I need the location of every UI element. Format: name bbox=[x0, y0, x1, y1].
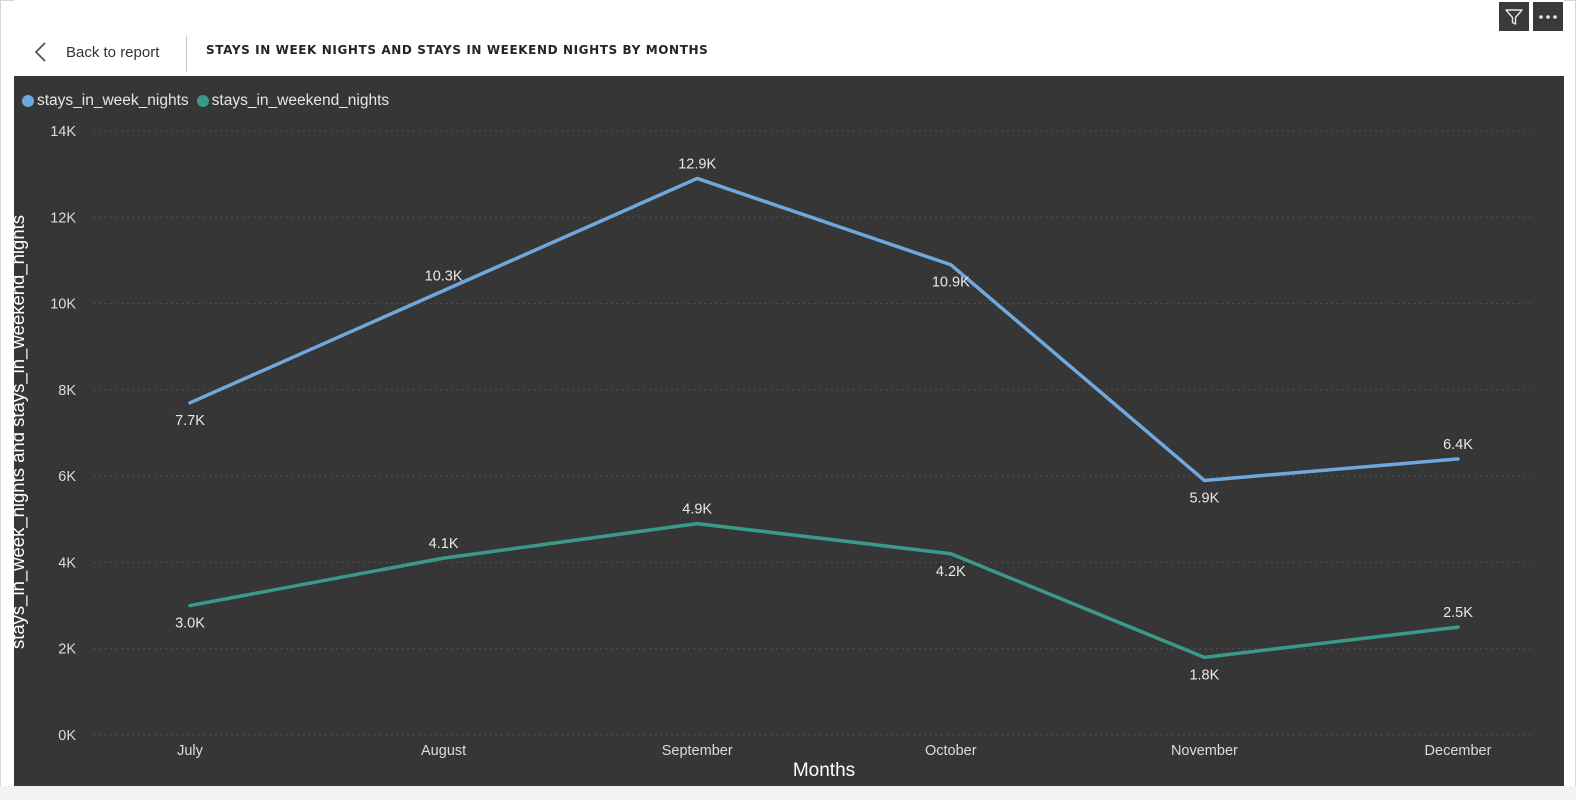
y-tick-label: 10K bbox=[50, 297, 76, 313]
data-label: 2.5K bbox=[1443, 605, 1473, 621]
data-label: 10.9K bbox=[932, 275, 970, 291]
back-to-report-button[interactable]: Back to report bbox=[34, 38, 159, 66]
visual-title: STAYS IN WEEK NIGHTS AND STAYS IN WEEKEN… bbox=[206, 43, 709, 57]
x-tick-label: July bbox=[177, 743, 204, 759]
y-tick-label: 8K bbox=[58, 383, 76, 399]
y-tick-label: 4K bbox=[58, 555, 76, 571]
data-label: 4.9K bbox=[682, 502, 712, 518]
x-tick-label: December bbox=[1425, 743, 1492, 759]
page-bottom-strip bbox=[0, 786, 1576, 800]
focus-mode-header: Back to report STAYS IN WEEK NIGHTS AND … bbox=[14, 0, 1564, 76]
data-label: 5.9K bbox=[1189, 490, 1219, 506]
legend-marker-week-nights bbox=[22, 95, 34, 107]
x-tick-label: October bbox=[925, 743, 977, 759]
back-to-report-label: Back to report bbox=[66, 43, 160, 61]
line-chart-visual: stays_in_week_nights stays_in_weekend_ni… bbox=[14, 76, 1564, 786]
legend-label-week-nights: stays_in_week_nights bbox=[37, 92, 189, 109]
data-label: 4.1K bbox=[429, 536, 459, 552]
filter-icon bbox=[1505, 8, 1523, 25]
header-divider bbox=[186, 36, 187, 72]
filter-button[interactable] bbox=[1499, 2, 1529, 31]
x-tick-label: November bbox=[1171, 743, 1238, 759]
more-options-button[interactable] bbox=[1533, 2, 1563, 31]
legend-marker-weekend-nights bbox=[196, 95, 209, 107]
y-axis-title: stays_in_week_nights and stays_in_weeken… bbox=[7, 214, 28, 650]
legend-label-weekend-nights: stays_in_weekend_nights bbox=[211, 92, 390, 109]
y-tick-label: 0K bbox=[58, 728, 76, 744]
series-line-weekend-nights bbox=[188, 521, 1460, 660]
data-label: 10.3K bbox=[425, 269, 463, 285]
y-tick-label: 2K bbox=[58, 642, 76, 658]
data-label: 1.8K bbox=[1189, 667, 1219, 683]
x-axis-title: Months bbox=[792, 760, 856, 781]
y-tick-label: 6K bbox=[58, 469, 76, 485]
chart-legend: stays_in_week_nights stays_in_weekend_ni… bbox=[22, 92, 397, 110]
legend-item-week-nights[interactable]: stays_in_week_nights bbox=[22, 92, 189, 110]
data-label: 4.2K bbox=[936, 564, 966, 580]
data-label: 12.9K bbox=[678, 156, 716, 172]
y-tick-label: 14K bbox=[50, 124, 76, 140]
x-tick-label: August bbox=[421, 743, 466, 759]
chart-plot: 0K 2K 4K 6K 8K 10K 12K 14K July August September Oc… bbox=[50, 124, 1534, 759]
data-label: 3.0K bbox=[175, 616, 205, 632]
x-tick-label: September bbox=[662, 743, 733, 759]
more-options-icon bbox=[1539, 14, 1557, 19]
chevron-left-icon bbox=[34, 42, 46, 62]
legend-item-weekend-nights[interactable]: stays_in_weekend_nights bbox=[196, 92, 390, 110]
series-line-week-nights bbox=[188, 176, 1460, 483]
data-label: 6.4K bbox=[1443, 437, 1473, 453]
data-label: 7.7K bbox=[175, 413, 205, 429]
y-tick-label: 12K bbox=[50, 210, 76, 226]
